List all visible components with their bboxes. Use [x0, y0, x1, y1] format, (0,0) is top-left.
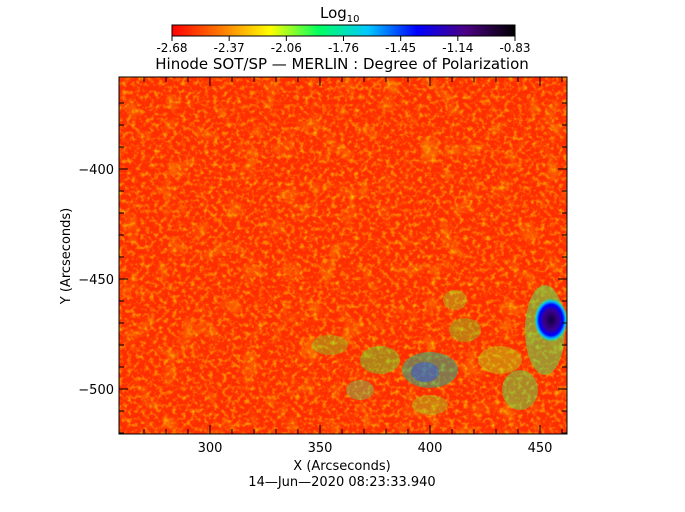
- y-axis-label: Y (Arcseconds): [59, 208, 74, 305]
- polarization-map: [119, 77, 567, 434]
- plot-frame: [118, 76, 568, 435]
- x-tick-label: 450: [528, 441, 553, 456]
- colorbar: Log10 -2.68 -2.37 -2.06 -1.76 -1.45 -1.14 -0.8…: [156, 4, 530, 55]
- colorbar-tick-label: -2.68: [156, 41, 187, 55]
- x-tick-label: 350: [308, 441, 333, 456]
- colorbar-tick-label: -1.45: [385, 41, 416, 55]
- colorbar-tick-label: -2.37: [214, 41, 245, 55]
- x-tick-label: 400: [418, 441, 443, 456]
- colorbar-tick-label: -1.76: [328, 41, 359, 55]
- colorbar-tick-label: -1.14: [442, 41, 473, 55]
- y-tick-label: −500: [78, 383, 114, 398]
- timestamp: 14—Jun—2020 08:23:33.940: [248, 475, 435, 490]
- colorbar-strip: [171, 24, 516, 37]
- colorbar-label: Log10: [320, 4, 360, 25]
- x-tick-label: 300: [198, 441, 223, 456]
- y-tick-label: −450: [78, 273, 114, 288]
- colorbar-tick-label: -2.06: [271, 41, 302, 55]
- plot-title: Hinode SOT/SP — MERLIN : Degree of Polar…: [155, 55, 529, 73]
- x-axis-label: X (Arcseconds): [293, 459, 390, 474]
- y-tick-label: −400: [78, 163, 114, 178]
- sunspot-pore: [534, 298, 567, 342]
- y-axis-ticks: −400 −450 −500: [78, 102, 567, 434]
- colorbar-tick-label: -0.83: [499, 41, 530, 55]
- colorbar-ticks: -2.68 -2.37 -2.06 -1.76 -1.45 -1.14 -0.83: [156, 36, 531, 55]
- x-axis-ticks: 300 350 400 450: [143, 77, 563, 456]
